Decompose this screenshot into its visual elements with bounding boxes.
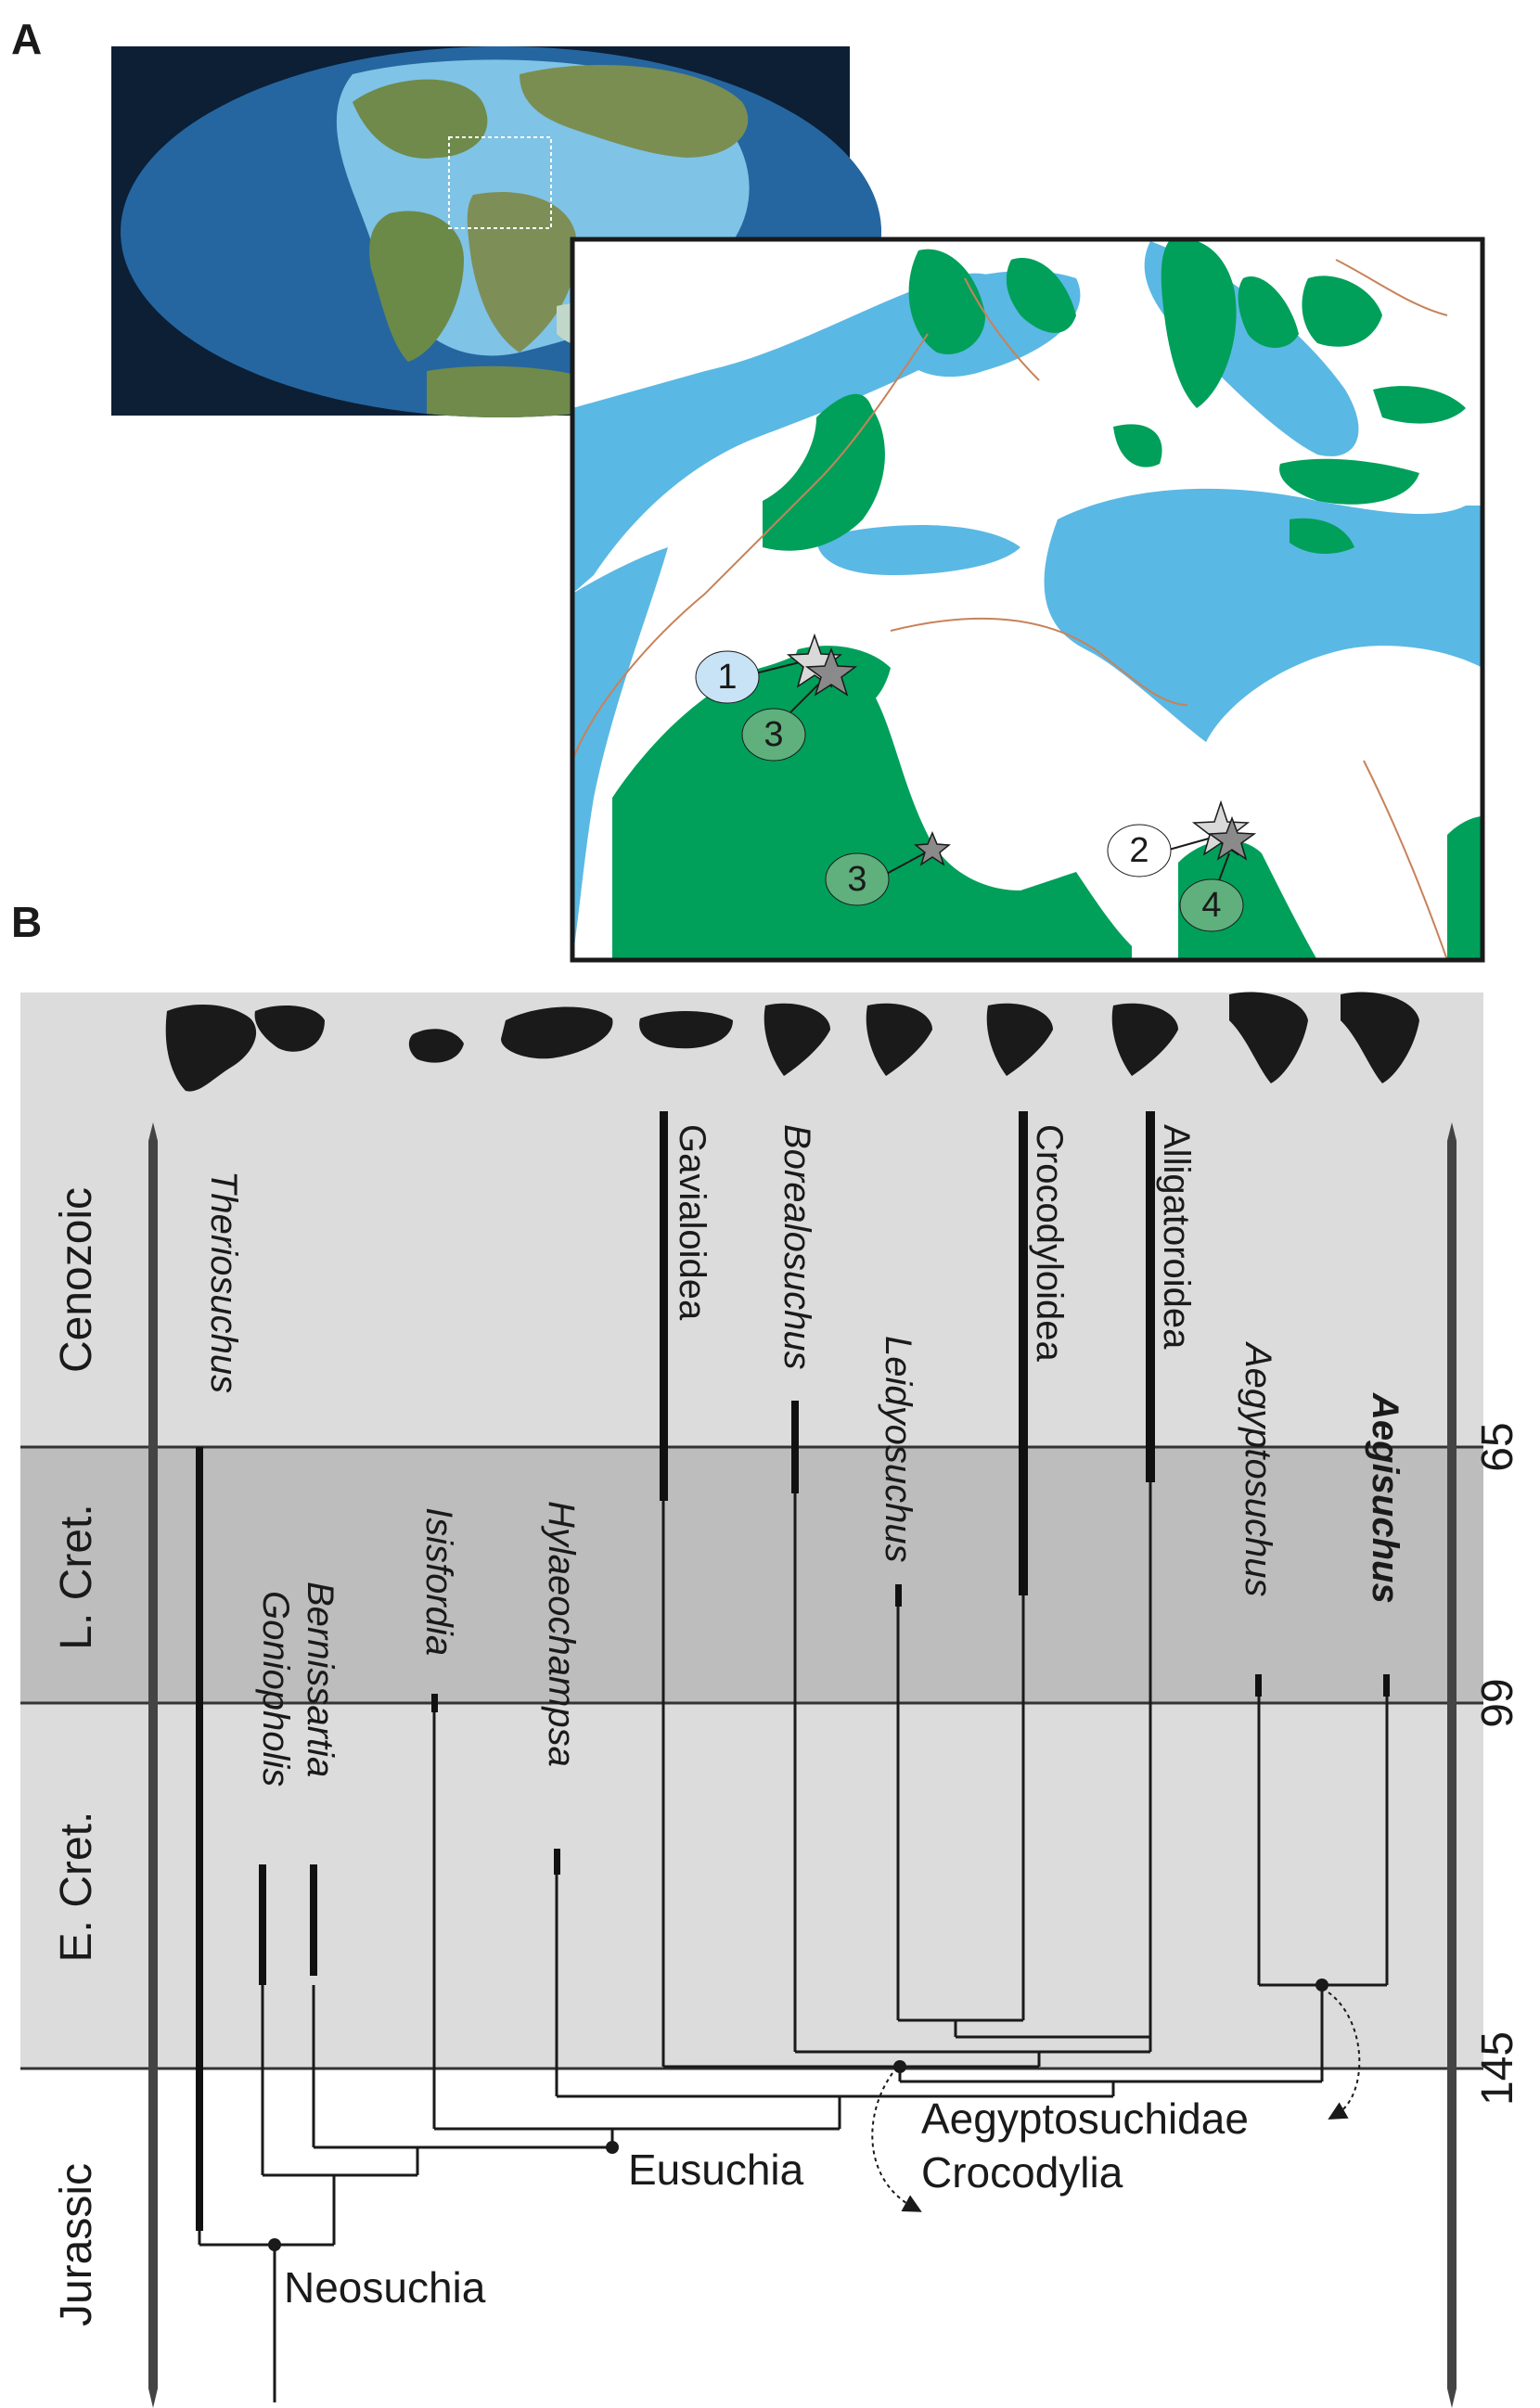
locality-2-label: 2 xyxy=(1129,831,1149,870)
taxon-isisfordia: Isisfordia xyxy=(418,1507,459,1656)
panel-b-label: B xyxy=(11,898,42,946)
locality-3a-marker: 3 xyxy=(741,647,858,762)
node-neosuchia xyxy=(268,2238,281,2251)
eurasia-icon xyxy=(501,1006,613,1059)
taxon-theriosuchus: Theriosuchus xyxy=(203,1171,244,1393)
locality-1-label: 1 xyxy=(717,658,737,697)
taxon-crocodyloidea: Crocodyloidea xyxy=(1029,1124,1070,1362)
taxon-leidyosuchus: Leidyosuchus xyxy=(878,1336,918,1563)
taxon-borealosuchus: Borealosuchus xyxy=(776,1124,817,1370)
star-icon xyxy=(914,831,951,866)
locality-2-marker: 2 xyxy=(1107,800,1251,877)
age-99: 99 xyxy=(1473,1678,1522,1727)
node-aegyptosuchidae xyxy=(1315,1979,1328,1992)
world-map-icon xyxy=(254,1005,325,1052)
star-icon xyxy=(804,647,858,697)
continent-silhouettes xyxy=(165,992,1419,1092)
inset-map: 1 3 3 2 4 xyxy=(570,237,1485,963)
europe-icon xyxy=(639,1010,733,1049)
north-america-icon xyxy=(986,1003,1053,1076)
clade-neosuchia: Neosuchia xyxy=(284,2263,486,2312)
panel-a-label: A xyxy=(11,15,42,63)
right-time-axis xyxy=(1447,1122,1457,2408)
taxon-aegyptosuchus: Aegyptosuchus xyxy=(1238,1341,1278,1597)
timescale-bands xyxy=(20,993,1483,2408)
inset-marker-box xyxy=(448,136,552,229)
locality-3a-label: 3 xyxy=(764,715,783,754)
taxon-alligatoroidea: Alligatoroidea xyxy=(1156,1124,1197,1350)
north-america-icon xyxy=(866,1003,932,1076)
star-icon xyxy=(1207,815,1257,861)
node-crocodylia xyxy=(893,2060,906,2073)
taxon-hylaeochampsa: Hylaeochampsa xyxy=(541,1501,582,1767)
clade-eusuchia: Eusuchia xyxy=(628,2145,804,2194)
age-145: 145 xyxy=(1473,2031,1522,2106)
clade-crocodylia: Crocodylia xyxy=(921,2148,1123,2197)
locality-3b-marker: 3 xyxy=(825,831,951,906)
taxon-bernissartia: Bernissartia xyxy=(300,1582,340,1777)
world-map-icon xyxy=(165,1005,257,1092)
era-cenozoic: Cenozoic xyxy=(52,1187,101,1373)
north-america-icon xyxy=(764,1003,830,1076)
node-eusuchia xyxy=(606,2141,619,2154)
era-late-cretaceous: L. Cret. xyxy=(52,1504,101,1649)
locality-4-label: 4 xyxy=(1201,886,1221,925)
locality-3b-label: 3 xyxy=(847,860,866,899)
aegyptosuchidae-arrow xyxy=(1328,1992,1361,2120)
phylogeny-tree xyxy=(198,1401,1389,2402)
africa-icon xyxy=(1229,992,1308,1083)
clade-aegyptosuchidae: Aegyptosuchidae xyxy=(921,2094,1249,2143)
locality-4-marker: 4 xyxy=(1179,815,1257,932)
era-jurassic: Jurassic xyxy=(52,2163,101,2326)
taxon-goniopholis: Goniopholis xyxy=(255,1591,296,1787)
left-time-axis xyxy=(148,1122,158,2408)
north-america-icon xyxy=(1111,1003,1178,1076)
crocodylia-arrow xyxy=(871,2072,922,2212)
australia-icon xyxy=(408,1029,464,1063)
age-65: 65 xyxy=(1473,1422,1522,1471)
taxon-aegisuchus: Aegisuchus xyxy=(1365,1392,1405,1604)
star-icon xyxy=(1191,800,1251,856)
era-early-cretaceous: E. Cret. xyxy=(52,1812,101,1963)
stratigraphic-ranges xyxy=(196,1111,1390,2231)
taxon-gavialoidea: Gavialoidea xyxy=(672,1124,712,1321)
africa-icon xyxy=(1341,992,1419,1083)
